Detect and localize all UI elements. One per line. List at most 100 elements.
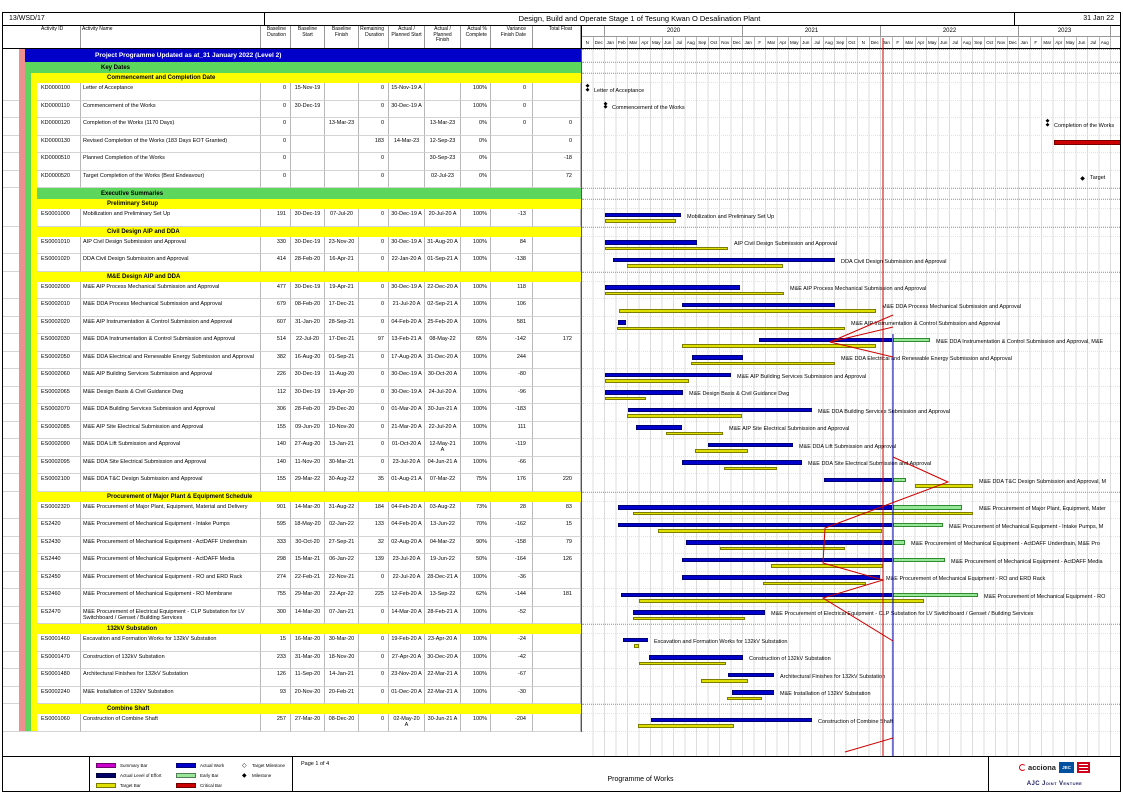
baseline-start: 28-Feb-20 — [291, 254, 325, 272]
gantt-cell — [582, 73, 1120, 83]
activity-name: Excavation and Formation Works for 132kV… — [81, 634, 261, 652]
remaining-duration: 0 — [359, 351, 389, 369]
actual-pct-complete: 100% — [461, 634, 491, 652]
legend-label: Early Bar — [200, 772, 219, 778]
baseline-start: 30-Dec-19 — [291, 209, 325, 227]
timeline-month: Aug — [1100, 37, 1111, 48]
baseline-finish: 07-Jan-21 — [325, 606, 359, 624]
column-header-actual-planned-start: Actual / Planned Start — [389, 26, 425, 48]
acciona-logo: acciona — [1019, 763, 1056, 772]
actual-planned-start: 23-Jul-20 A — [389, 554, 425, 572]
actual-planned-finish: 13-Jun-22 — [425, 519, 461, 537]
remaining-duration: 0 — [359, 153, 389, 171]
activity-name: M&E DDA Lift Submission and Approval — [81, 439, 261, 457]
actual-planned-start: 23-Jul-20 A — [389, 456, 425, 474]
actual-bar — [605, 390, 683, 395]
timeline-month: Sep — [697, 37, 709, 48]
target-bar — [605, 291, 784, 295]
joint-venture-name: AJC Joint Venture — [1026, 781, 1083, 787]
baseline-start: 18-May-20 — [291, 519, 325, 537]
early-bar — [893, 557, 945, 562]
band-table-part: 132kV Substation — [3, 624, 582, 634]
timeline-month: Dec — [1008, 37, 1019, 48]
total-float — [533, 571, 581, 589]
activity-row: ES0001480 Architectural Finishes for 132k… — [3, 669, 1120, 687]
activity-name: Completion of the Works (1170 Days) — [81, 118, 261, 136]
gantt-bar-label: AIP Civil Design Submission and Approval — [734, 241, 837, 247]
target-bar — [605, 246, 728, 250]
timeline-month: Sep — [835, 37, 847, 48]
column-header-total-float: Total Float — [533, 26, 581, 48]
activity-name: M&E Procurement of Mechanical Equipment … — [81, 519, 261, 537]
baseline-finish: 11-Aug-20 — [325, 369, 359, 387]
legend-item: Early Bar — [176, 770, 224, 780]
actual-bar — [651, 717, 812, 722]
target-bar — [724, 466, 777, 470]
early-bar — [893, 477, 906, 482]
timeline-month: Dec — [732, 37, 743, 48]
timeline-year: 2023 — [1019, 26, 1111, 36]
baseline-finish: 10-Nov-20 — [325, 421, 359, 439]
activity-row: ES0002100 M&E DDA T&C Design Submission a… — [3, 474, 1120, 492]
baseline-finish: 18-Nov-20 — [325, 651, 359, 669]
baseline-finish: 14-Jan-21 — [325, 669, 359, 687]
gantt-cell: M&E Procurement of Mechanical Equipment … — [582, 519, 1120, 537]
gantt-cell — [582, 704, 1120, 714]
total-float — [533, 686, 581, 704]
activity-name: M&E DDA Instrumentation & Control Submis… — [81, 334, 261, 352]
legend-column: Actual Work Early Bar Critical Bar — [176, 760, 224, 790]
actual-pct-complete: 100% — [461, 404, 491, 422]
remaining-duration: 0 — [359, 439, 389, 457]
baseline-duration: 191 — [261, 209, 291, 227]
band-table-part: Civil Design AIP and DDA — [3, 226, 582, 237]
total-float — [533, 651, 581, 669]
gantt-cell: M&E DDA Site Electrical Submission and A… — [582, 457, 1120, 474]
timeline-year: 2021 — [743, 26, 881, 36]
activity-id: KD0000100 — [3, 83, 81, 101]
footer: Summary Bar Actual Level of Effort Target … — [3, 756, 1120, 791]
legend-swatch — [96, 772, 116, 778]
timeline-month: Oct — [709, 37, 720, 48]
activity-table-part: ES2440 M&E Procurement of Mechanical Equi… — [3, 554, 582, 572]
actual-pct-complete: 100% — [461, 83, 491, 101]
actual-planned-start: 27-Apr-20 A — [389, 651, 425, 669]
target-bar — [639, 599, 924, 603]
timeline-month: Apr — [1054, 37, 1065, 48]
actual-pct-complete: 100% — [461, 369, 491, 387]
activity-row: ES0001460 Excavation and Formation Works … — [3, 634, 1120, 652]
gantt-bar-label: M&E Procurement of Major Plant, Equipmen… — [979, 506, 1106, 512]
baseline-duration: 306 — [261, 404, 291, 422]
baseline-finish: 17-Dec-21 — [325, 299, 359, 317]
baseline-start: 30-Dec-19 — [291, 386, 325, 404]
logo-row: acciona JEC — [989, 762, 1120, 773]
activity-table-part: ES0002020 M&E AIP Instrumentation & Contr… — [3, 316, 582, 334]
actual-planned-start: 04-Feb-20 A — [389, 501, 425, 519]
baseline-start: 16-Mar-20 — [291, 634, 325, 652]
column-header-actual-planned-finish: Actual / Planned Finish — [425, 26, 461, 48]
baseline-start: 30-Dec-19 — [291, 281, 325, 299]
actual-bar — [605, 372, 731, 377]
total-float — [533, 439, 581, 457]
activity-name: Construction of Combine Shaft — [81, 714, 261, 732]
section-band-label: Preliminary Setup — [37, 199, 581, 209]
remaining-duration: 0 — [359, 669, 389, 687]
actual-planned-finish — [425, 100, 461, 118]
activity-name: M&E AIP Process Mechanical Submission an… — [81, 281, 261, 299]
remaining-duration: 0 — [359, 634, 389, 652]
timeline-month: Dec — [594, 37, 605, 48]
baseline-finish: 22-Apr-22 — [325, 589, 359, 607]
actual-planned-finish: 30-Oct-20 A — [425, 369, 461, 387]
baseline-start: 16-Aug-20 — [291, 351, 325, 369]
actual-bar — [618, 522, 892, 527]
baseline-finish: 08-Dec-20 — [325, 714, 359, 732]
legend-item: Actual Level of Effort — [96, 770, 161, 780]
target-bar — [627, 414, 742, 418]
legend-swatch — [96, 782, 116, 788]
variance-finish-date: 0 — [491, 83, 533, 101]
baseline-duration: 514 — [261, 334, 291, 352]
band-table-part: Combine Shaft — [3, 704, 582, 714]
section-band: Preliminary Setup — [3, 199, 1120, 209]
remaining-duration: 0 — [359, 118, 389, 136]
activity-row: KD0000520 Target Completion of the Works … — [3, 170, 1120, 188]
gantt-cell: M&E Design Basis & Civil Guidance Dwg — [582, 387, 1120, 404]
